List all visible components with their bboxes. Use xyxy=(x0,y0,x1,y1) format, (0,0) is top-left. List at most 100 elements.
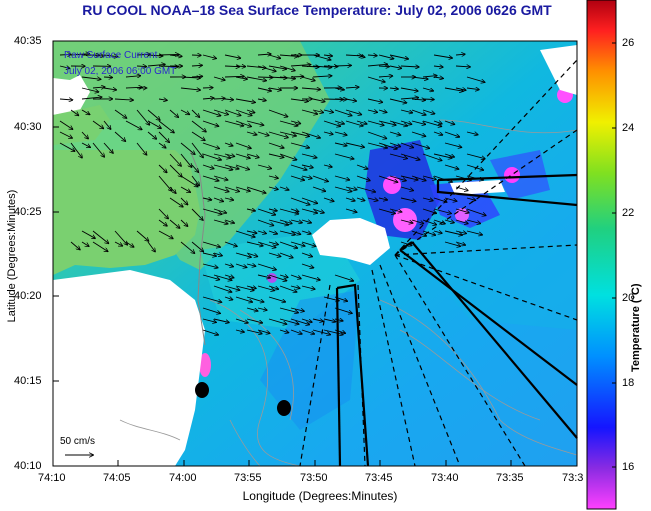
current-vector xyxy=(169,164,182,177)
current-vector xyxy=(466,131,478,135)
current-vector xyxy=(158,219,167,226)
current-vector xyxy=(158,66,178,67)
current-vector xyxy=(213,253,222,256)
current-vector xyxy=(257,329,270,333)
current-vector xyxy=(257,131,269,136)
current-vector xyxy=(301,88,320,90)
current-vector xyxy=(246,231,257,233)
current-vector xyxy=(180,197,188,205)
current-vector xyxy=(279,131,296,136)
current-vector xyxy=(268,176,278,178)
current-vector xyxy=(422,153,442,161)
current-vector xyxy=(466,198,476,200)
current-vector xyxy=(235,285,254,290)
current-vector xyxy=(301,252,312,257)
current-vector xyxy=(334,186,352,192)
current-vector xyxy=(466,219,480,224)
current-vector xyxy=(224,109,241,116)
current-vector xyxy=(70,54,90,55)
current-vector xyxy=(433,77,443,78)
current-vector xyxy=(224,285,240,290)
current-vector xyxy=(103,88,116,90)
current-vector xyxy=(136,142,147,155)
current-vector xyxy=(455,54,465,55)
current-vector xyxy=(224,76,244,77)
current-vector xyxy=(224,143,233,146)
current-vector xyxy=(213,219,228,224)
current-vector xyxy=(125,241,134,247)
y-tick: 40:10 xyxy=(14,460,42,472)
current-vector xyxy=(301,165,313,168)
current-vector xyxy=(158,54,179,55)
y-tick: 40:25 xyxy=(14,206,42,218)
current-vector xyxy=(158,208,168,219)
current-vector xyxy=(235,263,247,267)
current-vector xyxy=(257,164,271,169)
current-vector xyxy=(290,209,299,212)
current-vector xyxy=(224,99,233,100)
current-vector xyxy=(235,153,250,158)
colorbar-tick: 20 xyxy=(622,292,635,304)
current-vector xyxy=(81,230,95,238)
current-vector xyxy=(345,198,355,201)
current-vector xyxy=(246,131,257,135)
current-vector xyxy=(455,241,465,245)
current-vector xyxy=(92,230,109,243)
current-vector xyxy=(235,98,255,102)
current-vector xyxy=(301,263,314,268)
current-vector xyxy=(235,164,249,170)
current-vector xyxy=(235,330,244,332)
current-vector xyxy=(356,186,375,192)
current-vector xyxy=(312,66,332,67)
current-vector xyxy=(235,109,252,116)
current-vector xyxy=(246,209,255,211)
current-vector xyxy=(378,120,396,125)
current-vector xyxy=(400,153,420,160)
current-vector xyxy=(301,329,314,334)
current-vector xyxy=(103,120,111,129)
current-vector xyxy=(246,186,266,193)
current-vector xyxy=(224,264,233,267)
y-axis-label: Latitude (Degrees:Minutes) xyxy=(6,189,18,323)
current-vector xyxy=(400,98,418,99)
current-vector xyxy=(180,88,200,90)
current-vector xyxy=(367,142,387,148)
current-vector xyxy=(180,241,195,253)
current-vector xyxy=(290,77,304,78)
current-vector xyxy=(301,176,312,178)
current-vector xyxy=(444,220,454,223)
current-vector xyxy=(202,54,216,58)
y-tick: 40:20 xyxy=(14,290,42,302)
current-vector xyxy=(433,121,442,124)
colorbar-tick: 16 xyxy=(622,461,635,473)
current-vector xyxy=(59,142,75,151)
current-vector xyxy=(114,230,127,245)
current-vector xyxy=(356,55,365,57)
current-vector xyxy=(433,219,445,224)
current-vector xyxy=(213,197,223,201)
colorbar-tick: 24 xyxy=(622,122,635,134)
current-vector xyxy=(411,230,426,236)
current-vector xyxy=(202,164,214,169)
current-vector xyxy=(466,88,479,90)
current-vector xyxy=(279,55,298,56)
current-vector xyxy=(334,88,344,90)
current-vector xyxy=(323,120,340,126)
current-vector xyxy=(235,186,250,191)
current-vector xyxy=(191,109,199,117)
current-vector xyxy=(224,241,237,246)
current-vector xyxy=(411,120,425,124)
current-vector xyxy=(114,99,133,100)
current-vector xyxy=(389,66,401,68)
current-vector xyxy=(180,153,192,167)
current-vector xyxy=(158,230,173,239)
current-vector xyxy=(400,120,412,124)
current-vector xyxy=(422,76,437,77)
current-vector xyxy=(279,77,295,79)
current-vector xyxy=(202,329,218,335)
current-vector xyxy=(235,318,248,323)
current-vector xyxy=(81,97,102,99)
current-vector xyxy=(268,153,284,157)
current-vector xyxy=(301,208,317,213)
current-vector xyxy=(455,231,466,234)
